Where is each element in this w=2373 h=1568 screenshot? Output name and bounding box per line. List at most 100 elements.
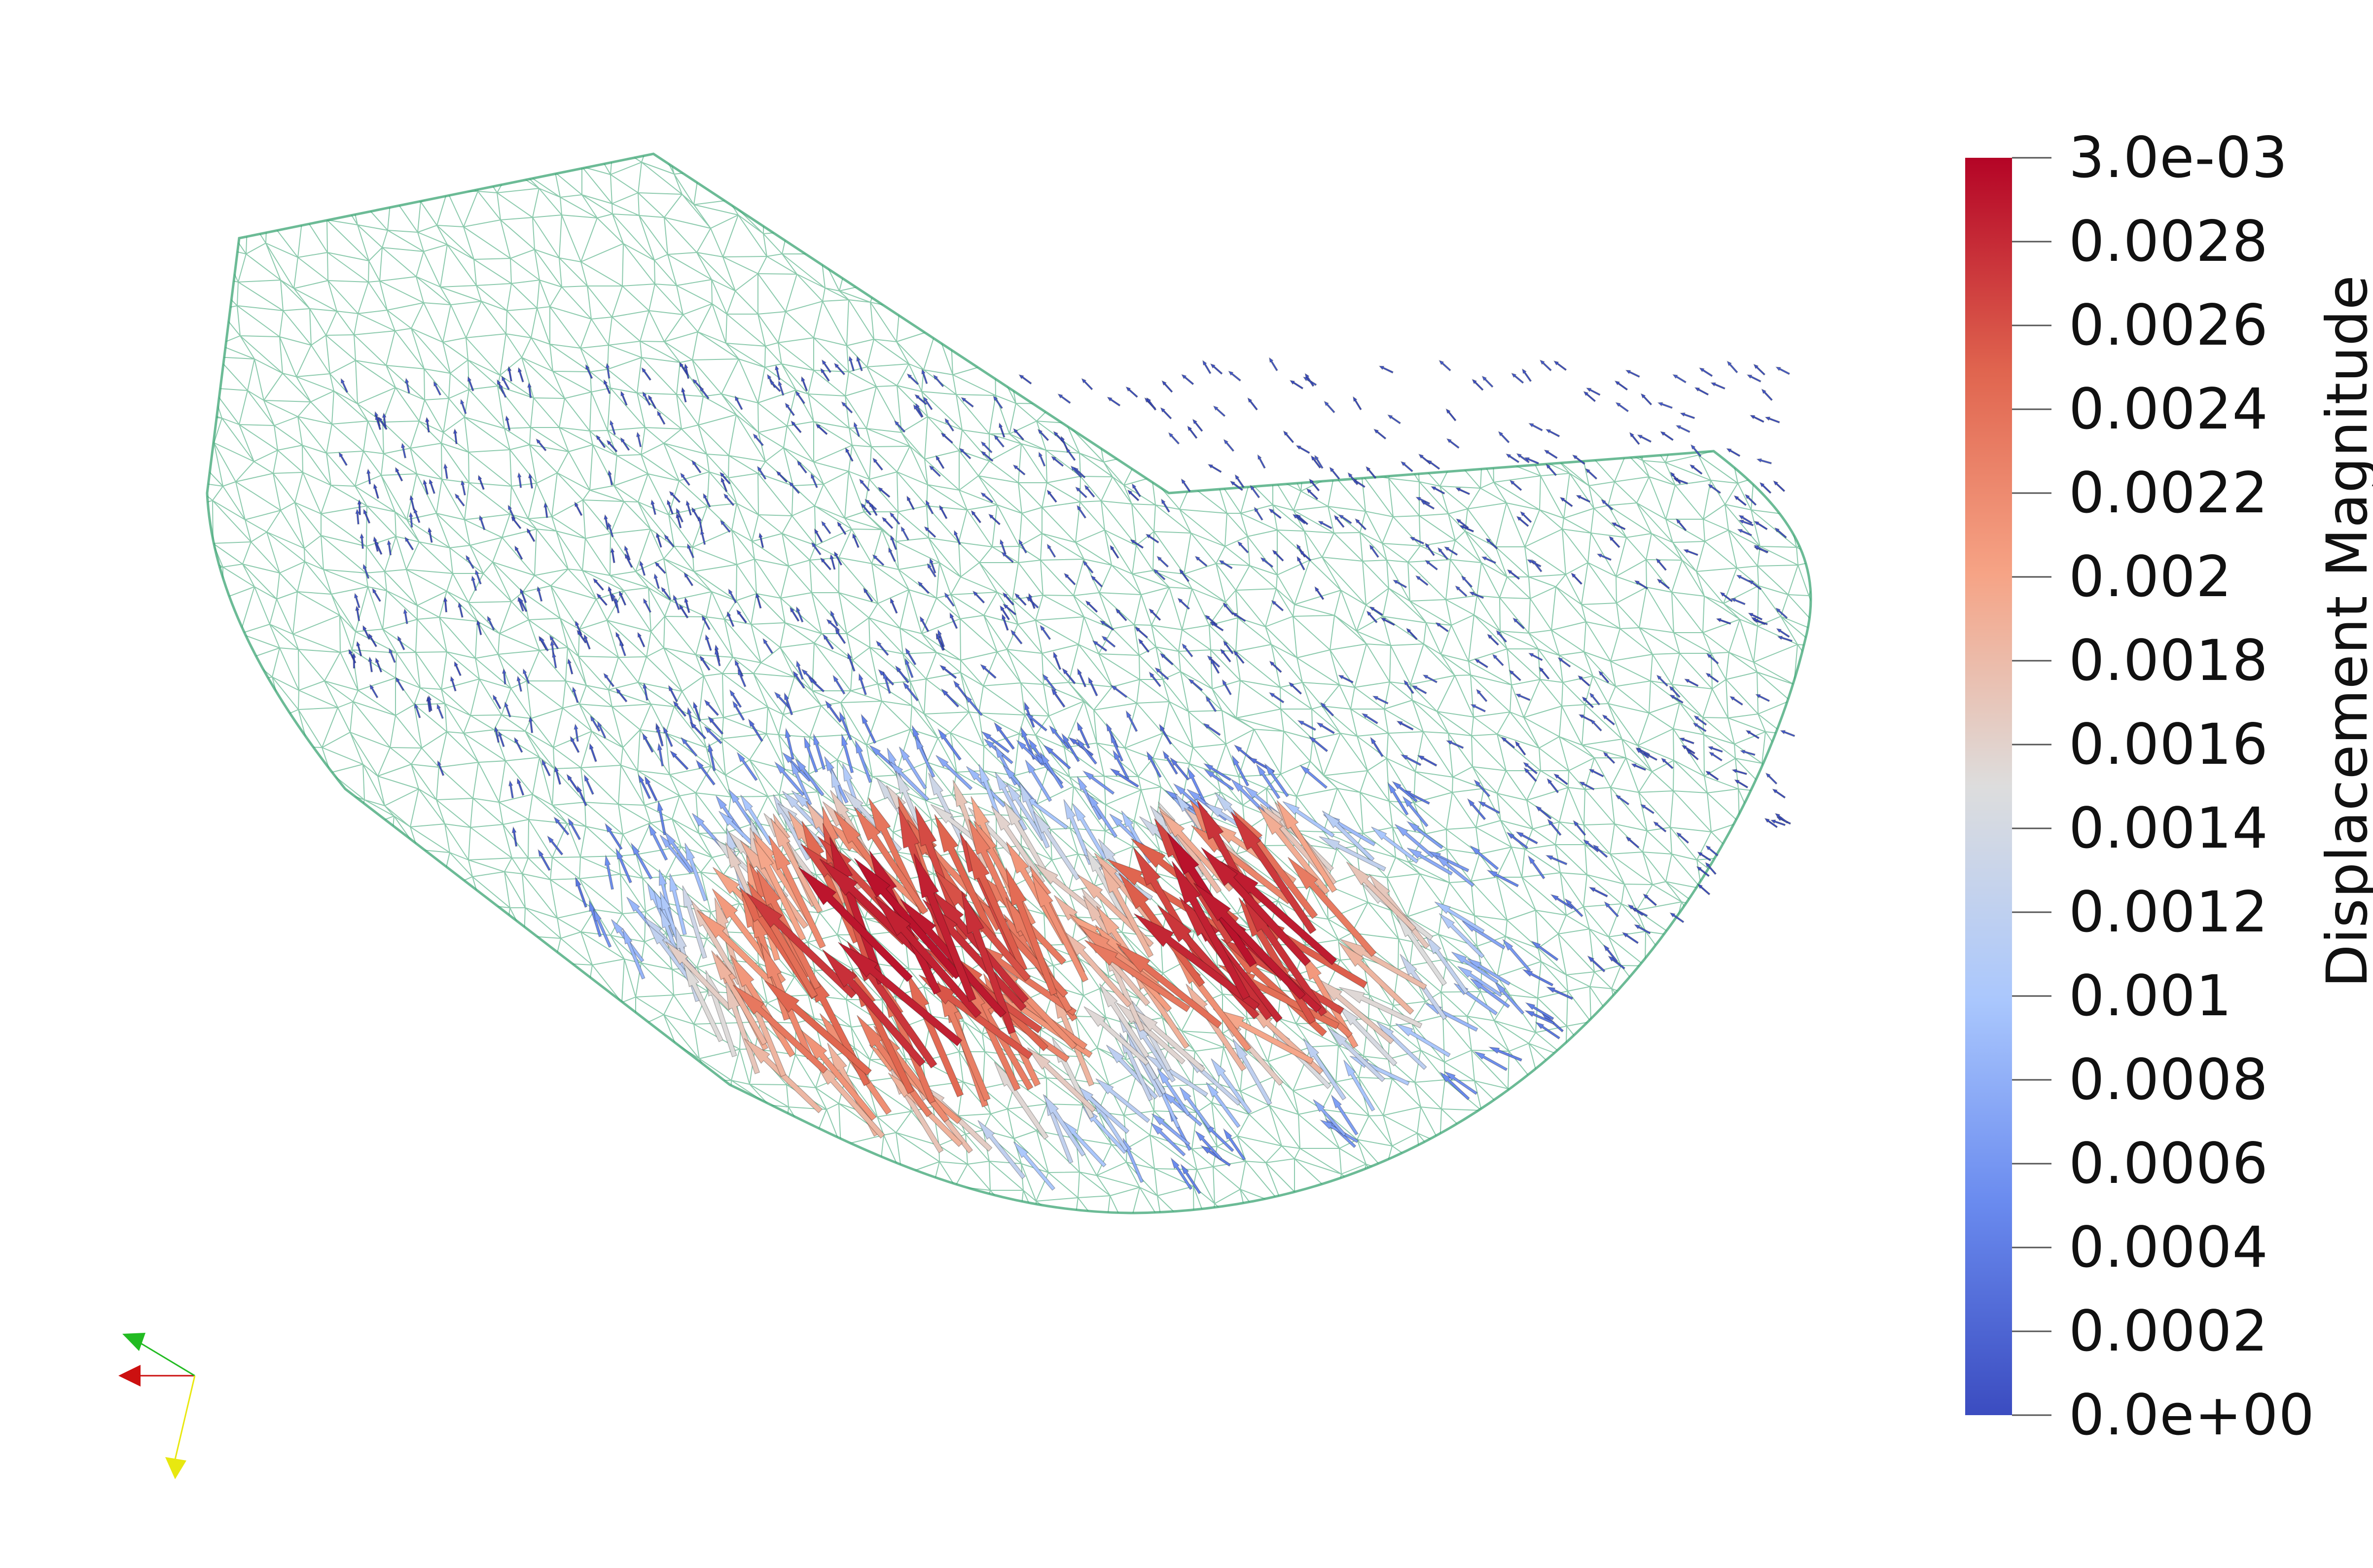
displacement-arrow-glyph bbox=[517, 366, 524, 383]
displacement-arrow-glyph bbox=[540, 637, 549, 652]
displacement-arrow-glyph bbox=[574, 723, 579, 742]
displacement-arrow-glyph bbox=[1403, 679, 1415, 694]
displacement-arrow-glyph bbox=[939, 664, 957, 679]
displacement-arrow-glyph bbox=[375, 414, 382, 430]
displacement-arrow-glyph bbox=[656, 410, 666, 425]
displacement-arrow-glyph bbox=[1186, 983, 1247, 1072]
displacement-arrow-glyph bbox=[610, 419, 616, 435]
displacement-arrow-glyph bbox=[664, 831, 695, 873]
displacement-arrow-glyph bbox=[1425, 542, 1436, 557]
displacement-arrow-glyph bbox=[1579, 781, 1595, 791]
displacement-arrow-glyph bbox=[988, 513, 1001, 526]
displacement-arrow-glyph bbox=[1229, 480, 1244, 492]
displacement-arrow-glyph bbox=[1770, 819, 1786, 826]
scalar-bar-tick-label: 0.002 bbox=[2069, 544, 2232, 609]
displacement-arrow-glyph bbox=[1653, 821, 1667, 833]
displacement-arrow-glyph bbox=[905, 657, 914, 678]
displacement-arrow-glyph bbox=[1443, 1070, 1478, 1095]
displacement-arrow-glyph bbox=[1257, 454, 1266, 469]
displacement-arrow-glyph bbox=[1160, 407, 1172, 420]
displacement-arrow-glyph bbox=[1539, 666, 1550, 680]
displacement-arrow-glyph bbox=[1527, 855, 1546, 880]
displacement-arrow-glyph bbox=[574, 501, 583, 516]
displacement-arrow-glyph bbox=[820, 557, 832, 571]
displacement-arrow-glyph bbox=[774, 761, 805, 797]
displacement-arrow-glyph bbox=[1077, 721, 1090, 749]
displacement-arrow-glyph bbox=[815, 423, 828, 435]
displacement-arrow-glyph bbox=[1319, 836, 1387, 872]
displacement-arrow-glyph bbox=[583, 634, 591, 650]
displacement-arrow-glyph bbox=[1446, 438, 1460, 449]
displacement-arrow-glyph bbox=[683, 962, 724, 1042]
displacement-arrow-glyph bbox=[1496, 630, 1508, 643]
displacement-arrow-glyph bbox=[1110, 684, 1128, 698]
displacement-arrow-glyph bbox=[859, 478, 870, 492]
displacement-arrow-glyph bbox=[782, 790, 831, 842]
displacement-arrow-glyph bbox=[1514, 740, 1526, 756]
displacement-arrow-glyph bbox=[1531, 559, 1543, 572]
scalar-bar[interactable] bbox=[1965, 157, 2051, 1416]
axis-z-cone-icon bbox=[165, 1457, 186, 1479]
displacement-arrow-glyph bbox=[764, 980, 872, 1076]
displacement-arrow-glyph bbox=[1320, 702, 1334, 717]
displacement-arrow-glyph bbox=[936, 632, 944, 651]
displacement-arrow-glyph bbox=[923, 396, 933, 411]
displacement-arrow-glyph bbox=[375, 657, 383, 673]
displacement-arrow-glyph bbox=[508, 780, 514, 799]
displacement-arrow-glyph bbox=[1347, 472, 1359, 486]
displacement-arrow-glyph bbox=[1271, 600, 1284, 612]
displacement-arrow-glyph bbox=[1234, 474, 1245, 488]
displacement-arrow-glyph bbox=[1013, 1141, 1056, 1191]
displacement-arrow-glyph bbox=[475, 569, 482, 585]
displacement-arrow-glyph bbox=[906, 971, 964, 1098]
displacement-arrow-glyph bbox=[1582, 839, 1599, 853]
displacement-arrow-glyph bbox=[1077, 504, 1087, 519]
displacement-arrow-glyph bbox=[1686, 749, 1699, 761]
displacement-arrow-glyph bbox=[700, 529, 706, 545]
scalar-bar-tick-label: 0.001 bbox=[2069, 963, 2232, 1029]
displacement-arrow-glyph bbox=[636, 431, 642, 448]
displacement-arrow-glyph bbox=[919, 615, 930, 633]
displacement-arrow-glyph bbox=[1455, 487, 1471, 496]
displacement-arrow-glyph bbox=[669, 491, 681, 503]
displacement-arrow-glyph bbox=[499, 383, 507, 398]
displacement-arrow-glyph bbox=[1110, 544, 1119, 559]
displacement-arrow-glyph bbox=[734, 395, 743, 410]
displacement-arrow-glyph bbox=[872, 457, 884, 471]
axis-x-cone-icon bbox=[118, 1365, 141, 1387]
displacement-arrow-glyph bbox=[725, 981, 760, 1074]
displacement-arrow-glyph bbox=[619, 640, 627, 657]
displacement-arrow-glyph bbox=[683, 363, 690, 379]
displacement-arrow-glyph bbox=[801, 376, 808, 392]
displacement-arrow-glyph bbox=[1684, 678, 1699, 687]
displacement-arrow-glyph bbox=[1522, 762, 1538, 775]
displacement-arrow-glyph bbox=[1764, 818, 1778, 828]
displacement-arrow-glyph bbox=[404, 536, 414, 551]
displacement-arrow-glyph bbox=[1705, 770, 1719, 781]
displacement-arrow-glyph bbox=[593, 908, 612, 948]
displacement-arrow-glyph bbox=[1182, 643, 1193, 658]
displacement-arrow-glyph bbox=[853, 421, 861, 437]
displacement-arrow-glyph bbox=[1477, 801, 1501, 815]
displacement-glyphs bbox=[338, 356, 1796, 1195]
displacement-arrow-glyph bbox=[1361, 713, 1379, 725]
displacement-arrow-glyph bbox=[1625, 370, 1640, 378]
displacement-arrow-glyph bbox=[1726, 448, 1741, 457]
displacement-arrow-glyph bbox=[776, 470, 788, 483]
displacement-arrow-glyph bbox=[576, 785, 588, 807]
displacement-arrow-glyph bbox=[704, 699, 719, 716]
displacement-arrow-glyph bbox=[1455, 585, 1468, 597]
displacement-arrow-glyph bbox=[1150, 1122, 1186, 1157]
displacement-arrow-glyph bbox=[1459, 525, 1474, 533]
displacement-arrow-glyph bbox=[732, 984, 828, 1074]
displacement-arrow-glyph bbox=[476, 619, 482, 636]
displacement-arrow-glyph bbox=[516, 675, 523, 692]
displacement-arrow-glyph bbox=[592, 577, 605, 591]
displacement-arrow-glyph bbox=[684, 843, 708, 902]
displacement-arrow-glyph bbox=[566, 773, 579, 792]
displacement-arrow-glyph bbox=[1116, 943, 1222, 1029]
orientation-axes[interactable] bbox=[118, 1333, 196, 1479]
displacement-arrow-glyph bbox=[1115, 608, 1128, 622]
